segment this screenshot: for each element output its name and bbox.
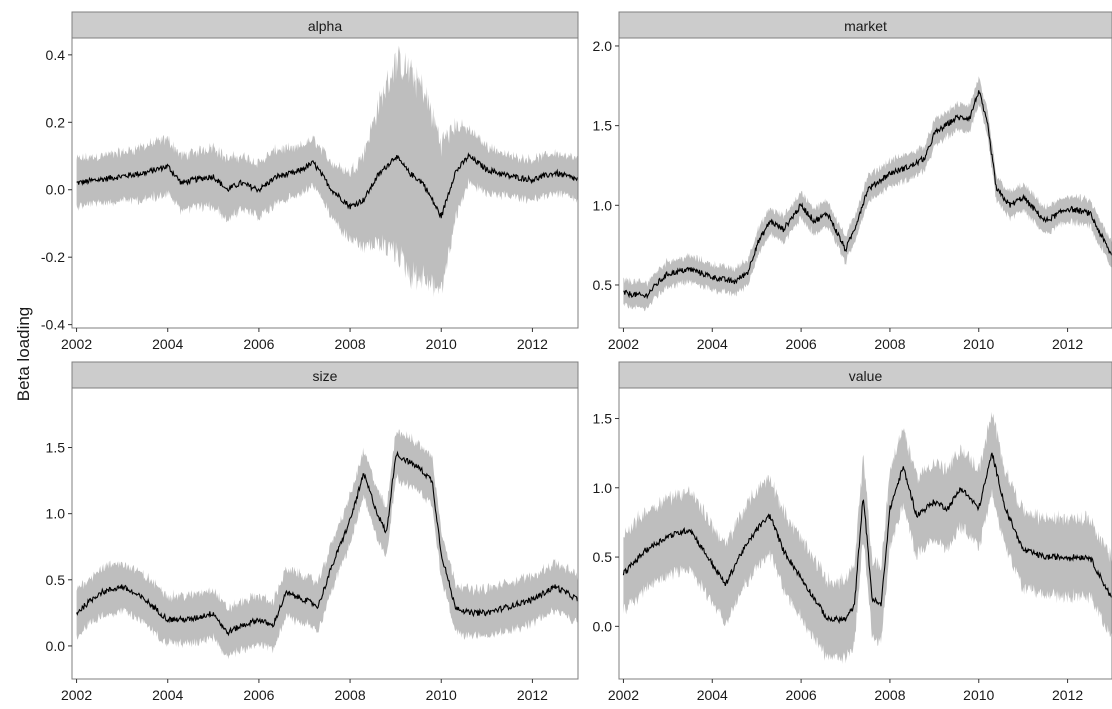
x-tick-label-value: 2012	[1052, 687, 1083, 703]
x-tick-label-market: 2002	[608, 336, 639, 352]
series-line-size	[76, 450, 579, 637]
confidence-band-size	[76, 429, 578, 660]
x-tick-label-alpha: 2008	[334, 336, 365, 352]
y-tick-label-alpha: -0.4	[41, 317, 65, 333]
y-tick-label-size: 1.0	[46, 506, 66, 522]
panel-title-market: market	[844, 18, 887, 34]
y-tick-label-alpha: 0.2	[46, 114, 66, 130]
y-tick-label-market: 1.0	[593, 197, 613, 213]
y-tick-label-size: 0.5	[46, 572, 66, 588]
x-tick-label-alpha: 2010	[426, 336, 457, 352]
y-tick-label-market: 0.5	[593, 277, 613, 293]
x-tick-label-size: 2012	[517, 687, 548, 703]
x-tick-label-size: 2004	[152, 687, 183, 703]
x-tick-label-alpha: 2012	[517, 336, 548, 352]
y-tick-label-size: 1.5	[46, 440, 66, 456]
x-tick-label-alpha: 2002	[61, 336, 92, 352]
y-tick-label-value: 0.5	[593, 549, 613, 565]
y-tick-label-alpha: 0.4	[46, 47, 66, 63]
panel-strip-alpha	[71, 11, 579, 39]
panel-border-alpha	[71, 37, 579, 329]
y-tick-label-alpha: 0.0	[46, 182, 66, 198]
series-line-alpha	[76, 152, 579, 219]
x-tick-label-value: 2006	[786, 687, 817, 703]
x-tick-label-value: 2004	[697, 687, 728, 703]
y-tick-label-market: 2.0	[593, 38, 613, 54]
x-tick-label-market: 2012	[1052, 336, 1083, 352]
x-tick-label-size: 2010	[426, 687, 457, 703]
x-tick-label-market: 2010	[963, 336, 994, 352]
confidence-band-market	[623, 76, 1112, 312]
y-tick-label-value: 0.0	[593, 618, 613, 634]
y-tick-label-alpha: -0.2	[41, 249, 65, 265]
x-tick-label-value: 2010	[963, 687, 994, 703]
panel-border-market	[618, 37, 1112, 329]
y-tick-label-size: 0.0	[46, 638, 66, 654]
panel-strip-market	[618, 11, 1112, 39]
panel-title-size: size	[313, 368, 338, 384]
y-axis-label: Beta loading	[14, 307, 33, 402]
y-tick-label-value: 1.5	[593, 410, 613, 426]
x-tick-label-value: 2002	[608, 687, 639, 703]
x-tick-label-market: 2006	[786, 336, 817, 352]
x-tick-label-market: 2004	[697, 336, 728, 352]
y-tick-label-value: 1.0	[593, 480, 613, 496]
panel-title-value: value	[849, 368, 883, 384]
panel-border-value	[618, 387, 1112, 680]
confidence-band-alpha	[76, 45, 578, 298]
x-tick-label-market: 2008	[874, 336, 905, 352]
y-tick-label-market: 1.5	[593, 118, 613, 134]
panel-border-size	[71, 387, 579, 680]
x-tick-label-value: 2008	[874, 687, 905, 703]
panel-strip-size	[71, 361, 579, 389]
panel-title-alpha: alpha	[308, 18, 342, 34]
x-tick-label-size: 2002	[61, 687, 92, 703]
series-line-value	[622, 452, 1112, 625]
x-tick-label-size: 2006	[243, 687, 274, 703]
x-tick-label-size: 2008	[334, 687, 365, 703]
x-tick-label-alpha: 2006	[243, 336, 274, 352]
x-tick-label-alpha: 2004	[152, 336, 183, 352]
series-line-market	[623, 90, 1112, 300]
